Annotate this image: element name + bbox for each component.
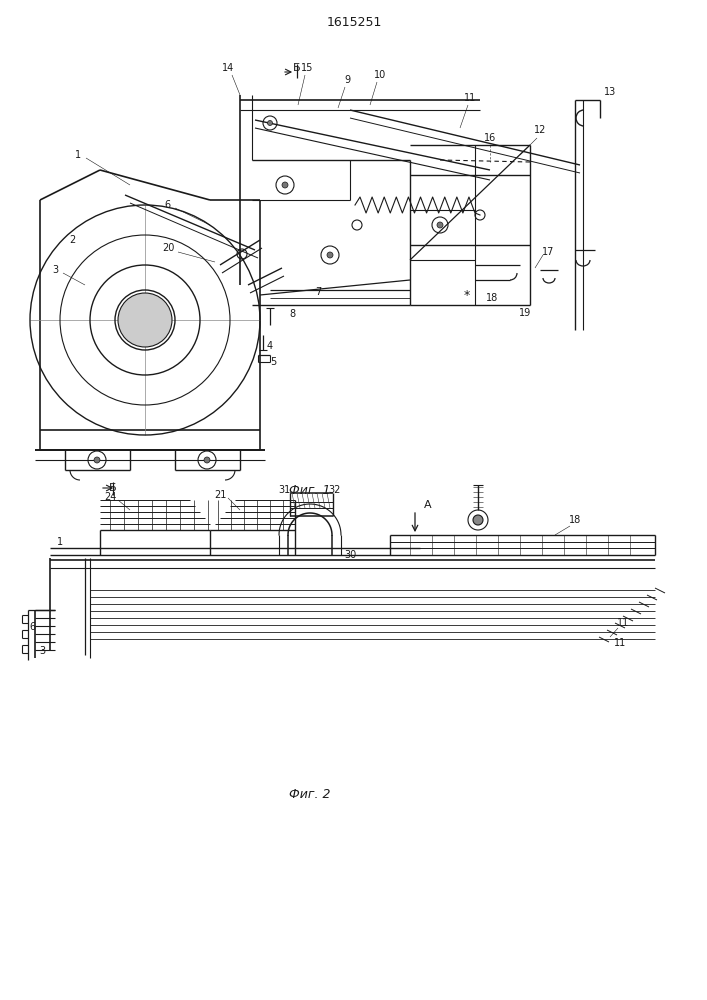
Circle shape [437, 222, 443, 228]
Text: 32: 32 [329, 485, 341, 495]
Text: Б: Б [293, 63, 300, 73]
Text: 9: 9 [344, 75, 350, 85]
Circle shape [94, 457, 100, 463]
Text: 3: 3 [39, 646, 45, 656]
Text: 2: 2 [69, 235, 75, 245]
Text: *: * [464, 288, 470, 302]
Text: 1: 1 [75, 150, 81, 160]
Text: 11: 11 [617, 618, 629, 628]
Text: 6: 6 [164, 200, 170, 210]
Text: 16: 16 [484, 133, 496, 143]
Text: Фиг. 2: Фиг. 2 [289, 788, 331, 802]
Text: 13: 13 [604, 87, 616, 97]
Circle shape [327, 252, 333, 258]
Text: 24: 24 [104, 492, 116, 502]
Text: 20: 20 [162, 243, 174, 253]
Text: 10: 10 [374, 70, 386, 80]
Text: 14: 14 [222, 63, 234, 73]
Text: 3: 3 [52, 265, 58, 275]
Text: 31: 31 [278, 485, 290, 495]
Text: Б: Б [109, 483, 117, 493]
Text: 12: 12 [534, 125, 547, 135]
Text: 8: 8 [289, 309, 295, 319]
Text: 6: 6 [29, 622, 35, 632]
Text: 18: 18 [486, 293, 498, 303]
Text: 15: 15 [300, 63, 313, 73]
Text: 11: 11 [614, 638, 626, 648]
Text: 18: 18 [569, 515, 581, 525]
Text: 4: 4 [267, 341, 273, 351]
Text: 19: 19 [519, 308, 531, 318]
Text: 21: 21 [214, 490, 226, 500]
Text: 5: 5 [270, 357, 276, 367]
Text: 11: 11 [464, 93, 476, 103]
Circle shape [118, 293, 172, 347]
Circle shape [473, 515, 483, 525]
Text: 30: 30 [344, 550, 356, 560]
Text: 1615251: 1615251 [327, 15, 382, 28]
Text: 17: 17 [542, 247, 554, 257]
Text: 1: 1 [57, 537, 63, 547]
Circle shape [204, 457, 210, 463]
Text: Фиг. 1: Фиг. 1 [289, 484, 331, 496]
Circle shape [282, 182, 288, 188]
Text: 7: 7 [315, 287, 321, 297]
Text: A: A [424, 500, 432, 510]
Circle shape [267, 120, 272, 125]
